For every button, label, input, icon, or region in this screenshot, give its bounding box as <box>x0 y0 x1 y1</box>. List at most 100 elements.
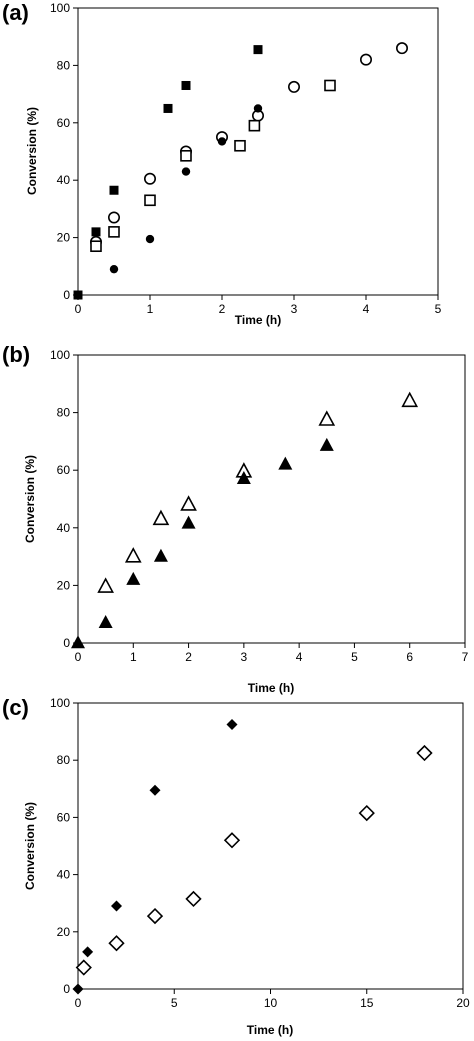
data-point-triangle-open <box>97 577 114 593</box>
y-tick-label: 100 <box>50 348 70 362</box>
data-point-square-open <box>248 119 261 132</box>
x-tick-label: 5 <box>171 996 178 1010</box>
y-tick-label: 40 <box>57 173 71 187</box>
x-axis-label: Time (h) <box>248 681 294 695</box>
x-axis-label: Time (h) <box>235 313 281 327</box>
data-point-circle-open <box>108 211 121 224</box>
y-axis-label: Conversion (%) <box>23 455 37 543</box>
plot-frame <box>77 354 466 644</box>
x-tick-label: 7 <box>462 650 469 664</box>
data-point-square-filled <box>181 80 191 90</box>
y-tick-label: 0 <box>63 982 70 996</box>
data-point-square-filled <box>73 290 83 300</box>
data-point-diamond-open <box>223 832 241 849</box>
x-tick-label: 15 <box>360 996 374 1010</box>
data-point-diamond-filled <box>82 946 94 958</box>
y-axis-label: Conversion (%) <box>25 107 39 195</box>
panel-b: (b) 0 20 40 60 80 100 0 1 2 3 4 5 6 7 Time (h) Conversi… <box>0 335 474 695</box>
data-point-triangle-open <box>401 391 419 408</box>
y-tick-label: 40 <box>57 868 71 882</box>
data-point-circle-filled <box>145 234 155 244</box>
data-point-triangle-filled <box>181 515 196 529</box>
y-tick-label: 100 <box>50 1 70 15</box>
x-tick-label: 0 <box>75 996 82 1010</box>
data-point-square-open <box>324 79 336 92</box>
data-point-square-open <box>90 240 102 253</box>
y-tick-label: 20 <box>57 231 71 245</box>
data-point-triangle-open <box>124 547 142 563</box>
y-tick-label: 60 <box>57 810 71 824</box>
data-point-diamond-open <box>358 804 375 822</box>
y-tick-label: 60 <box>57 116 71 130</box>
data-point-triangle-filled <box>319 437 334 451</box>
x-tick-label: 3 <box>291 302 298 316</box>
data-point-circle-filled <box>181 167 191 176</box>
data-point-triangle-filled <box>236 471 251 485</box>
data-point-diamond-filled <box>72 983 84 995</box>
x-tick-label: 2 <box>185 650 192 664</box>
data-point-triangle-open <box>152 509 170 526</box>
data-point-diamond-open <box>108 935 125 952</box>
data-point-square-open <box>234 139 246 152</box>
x-tick-label: 2 <box>219 302 226 316</box>
data-point-circle-open <box>144 172 157 185</box>
data-point-triangle-filled <box>71 635 85 649</box>
data-point-square-filled <box>109 185 119 195</box>
y-tick-label: 40 <box>57 521 71 535</box>
y-tick-label: 80 <box>57 58 71 72</box>
x-tick-label: 5 <box>435 302 442 316</box>
data-point-circle-open <box>359 53 372 66</box>
data-point-square-filled <box>163 103 173 113</box>
panel-c: (c) 0 20 40 60 80 100 0 5 10 15 20 Time (h) Conversi… <box>0 695 474 1041</box>
data-point-circle-open <box>395 42 408 55</box>
data-point-triangle-filled <box>126 571 141 585</box>
data-point-diamond-open <box>146 907 164 925</box>
data-point-triangle-filled <box>153 548 168 562</box>
chart-b: 0 20 40 60 80 100 0 1 2 3 4 5 6 7 Time (h) Conversion (… <box>23 348 469 695</box>
y-tick-label: 100 <box>50 696 70 710</box>
x-tick-label: 4 <box>296 650 303 664</box>
data-point-square-filled <box>253 45 263 55</box>
data-point-circle-filled <box>217 137 227 146</box>
x-tick-label: 10 <box>264 996 278 1010</box>
data-point-diamond-open <box>416 744 433 762</box>
data-point-triangle-open <box>180 495 197 511</box>
data-point-square-open <box>108 226 120 238</box>
y-tick-label: 60 <box>57 463 71 477</box>
x-tick-label: 4 <box>363 302 370 316</box>
plot-frame <box>77 7 439 296</box>
panel-label-b: (b) <box>2 342 31 367</box>
x-tick-label: 1 <box>147 302 154 316</box>
y-tick-label: 0 <box>63 288 70 302</box>
data-point-diamond-filled <box>149 784 161 796</box>
plot-frame <box>77 702 464 990</box>
x-tick-label: 0 <box>75 650 82 664</box>
panel-label-a: (a) <box>2 0 29 25</box>
y-tick-label: 0 <box>63 636 70 650</box>
data-point-triangle-filled <box>278 456 293 470</box>
y-tick-label: 80 <box>57 753 71 767</box>
x-tick-label: 6 <box>406 650 413 664</box>
data-point-circle-filled <box>253 104 263 113</box>
x-tick-label: 1 <box>130 650 137 664</box>
data-point-circle-open <box>287 80 300 93</box>
y-tick-label: 20 <box>57 925 71 939</box>
data-point-triangle-open <box>318 410 336 426</box>
data-point-triangle-filled <box>98 615 113 629</box>
panel-label-c: (c) <box>2 695 29 720</box>
x-tick-label: 20 <box>456 996 470 1010</box>
y-tick-label: 20 <box>57 578 71 592</box>
chart-c: 0 20 40 60 80 100 0 5 10 15 20 Time (h) Conversion (… <box>23 696 470 1037</box>
data-point-square-open <box>144 194 156 207</box>
data-point-diamond-filled <box>226 718 238 730</box>
x-tick-label: 0 <box>75 302 82 316</box>
data-point-diamond-open <box>75 959 92 976</box>
x-tick-label: 5 <box>351 650 358 664</box>
chart-a: 0 20 40 60 80 100 0 1 2 3 4 5 Time (h) Conversion (%) <box>25 1 442 327</box>
panel-a: (a) 0 20 40 60 80 100 0 1 2 3 4 5 Time (h) Conversion… <box>0 0 474 335</box>
data-point-square-open <box>180 150 192 162</box>
y-axis-label: Conversion (%) <box>23 802 37 890</box>
y-tick-label: 80 <box>57 406 71 420</box>
x-tick-label: 3 <box>241 650 248 664</box>
data-point-circle-filled <box>109 264 119 274</box>
